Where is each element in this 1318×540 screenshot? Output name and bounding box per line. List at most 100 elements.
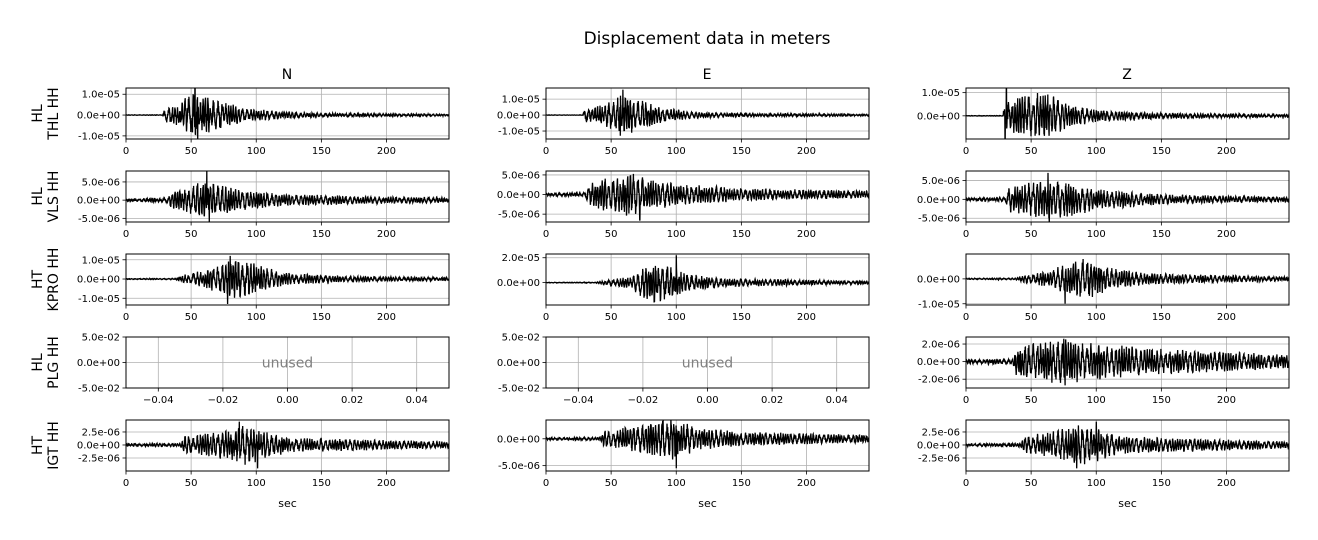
x-tick-label: 0.00 xyxy=(696,395,718,406)
x-tick-label: 50 xyxy=(1025,478,1038,489)
panel-frame xyxy=(965,419,1290,472)
x-tick-label: 150 xyxy=(1152,229,1171,240)
x-tick-label: 50 xyxy=(185,312,198,323)
x-tick-label: 0 xyxy=(543,312,549,323)
x-tick-label: 200 xyxy=(1217,312,1236,323)
y-tick-label: 2.0e-06 xyxy=(922,340,960,351)
waveform-trace xyxy=(546,420,869,469)
row-label: HT IGT HH xyxy=(30,421,62,470)
x-tick-label: 0.00 xyxy=(276,395,298,406)
x-tick-label: −0.04 xyxy=(143,395,174,406)
y-tick-label: 0.0e+00 xyxy=(77,358,120,369)
panel-frame xyxy=(125,170,450,223)
panel-frame xyxy=(965,87,1290,140)
row-label: HL VLS HH xyxy=(30,171,62,223)
y-tick-label: 0.0e+00 xyxy=(77,440,120,451)
x-tick-label: 150 xyxy=(732,312,751,323)
x-tick-label: 150 xyxy=(312,312,331,323)
y-tick-label: -2.0e-06 xyxy=(918,375,960,386)
y-tick-label: -1.0e-05 xyxy=(498,127,540,138)
y-tick-label: 0.0e+00 xyxy=(497,434,540,445)
x-tick-label: 200 xyxy=(1217,395,1236,406)
x-tick-label: 0.02 xyxy=(761,395,783,406)
panel-e: 0 50 100 150 200 1.0e-05 0.0e+00 -1.0e-05 xyxy=(497,87,870,157)
panel-frame xyxy=(965,336,1290,389)
panel-frame xyxy=(125,87,450,140)
x-tick-label: 150 xyxy=(732,478,751,489)
x-tick-label: 100 xyxy=(1087,312,1106,323)
figure-title: Displacement data in meters xyxy=(584,29,831,49)
y-tick-label: 0.0e+00 xyxy=(497,111,540,122)
unused-label: unused xyxy=(262,356,313,372)
panel-frame xyxy=(545,87,870,140)
panel-z: 0 50 100 150 200 2.5e-06 0.0e+00 -2.5e-06 sec xyxy=(917,419,1290,510)
y-tick-label: -1.0e-05 xyxy=(78,294,120,305)
x-tick-label: 150 xyxy=(1152,478,1171,489)
panel-frame xyxy=(125,419,450,472)
row-label-line: HL xyxy=(30,187,46,206)
x-tick-label: 150 xyxy=(1152,395,1171,406)
y-tick-label: 1.0e-05 xyxy=(82,90,120,101)
x-tick-label: 0 xyxy=(963,395,969,406)
panel-z: 0 50 100 150 200 0.0e+00 -1.0e-05 xyxy=(917,253,1290,323)
y-tick-label: -5.0e-02 xyxy=(498,384,540,395)
panel-e: 0 50 100 150 200 0.0e+00 -5.0e-06 sec xyxy=(497,419,870,510)
y-tick-label: 0.0e+00 xyxy=(497,190,540,201)
row-label-line: THL HH xyxy=(46,87,62,140)
panel-e: unused −0.04 −0.02 0.00 0.02 0.04 5.0e-02 0.0e+… xyxy=(497,333,870,406)
y-tick-label: 0.0e+00 xyxy=(917,111,960,122)
waveform-trace xyxy=(126,255,449,305)
panel-z: 0 50 100 150 200 5.0e-06 0.0e+00 -5.0e-06 xyxy=(917,170,1290,240)
x-tick-label: 200 xyxy=(377,229,396,240)
waveform-trace xyxy=(126,171,449,222)
x-tick-label: 150 xyxy=(732,229,751,240)
waveform-trace xyxy=(966,88,1289,139)
x-tick-label: 0 xyxy=(543,146,549,157)
x-tick-label: −0.02 xyxy=(628,395,659,406)
x-tick-label: 0.04 xyxy=(826,395,848,406)
panel-frame xyxy=(965,253,1290,306)
x-tick-label: 200 xyxy=(377,478,396,489)
y-tick-label: 0.0e+00 xyxy=(917,440,960,451)
row-label-line: HL xyxy=(30,104,46,123)
waveform-trace xyxy=(126,88,449,139)
y-tick-label: -5.0e-06 xyxy=(918,214,960,225)
x-axis-label: sec xyxy=(278,497,297,510)
row-label-line: HT xyxy=(30,436,46,456)
panel-frame xyxy=(545,170,870,223)
panel-frame xyxy=(125,253,450,306)
panel-e: 0 50 100 150 200 2.0e-05 0.0e+00 xyxy=(497,253,870,323)
panel-z: 0 50 100 150 200 1.0e-05 0.0e+00 xyxy=(917,87,1290,157)
y-tick-label: 5.0e-06 xyxy=(502,170,540,181)
x-tick-label: 50 xyxy=(1025,312,1038,323)
x-tick-label: 50 xyxy=(185,478,198,489)
x-tick-label: 50 xyxy=(185,146,198,157)
x-tick-label: 200 xyxy=(797,478,816,489)
x-tick-label: 150 xyxy=(312,478,331,489)
x-tick-label: 200 xyxy=(1217,146,1236,157)
x-tick-label: 0 xyxy=(963,312,969,323)
x-tick-label: 100 xyxy=(247,229,266,240)
x-tick-label: 0 xyxy=(543,478,549,489)
panel-frame xyxy=(545,419,870,472)
x-tick-label: 200 xyxy=(377,146,396,157)
y-tick-label: -5.0e-06 xyxy=(78,214,120,225)
panel-n: 0 50 100 150 200 5.0e-06 0.0e+00 -5.0e-06 xyxy=(77,170,450,240)
x-tick-label: 100 xyxy=(247,146,266,157)
y-tick-label: -5.0e-06 xyxy=(498,461,540,472)
waveform-trace xyxy=(546,173,869,221)
x-axis-label: sec xyxy=(1118,497,1137,510)
x-tick-label: 50 xyxy=(185,229,198,240)
y-tick-label: -1.0e-05 xyxy=(78,131,120,142)
x-tick-label: 100 xyxy=(1087,478,1106,489)
x-tick-label: 100 xyxy=(1087,395,1106,406)
y-tick-label: 0.0e+00 xyxy=(77,196,120,207)
waveform-trace xyxy=(966,258,1289,304)
x-axis-label: sec xyxy=(698,497,717,510)
waveform-trace xyxy=(966,172,1289,222)
x-tick-label: 200 xyxy=(797,229,816,240)
x-tick-label: 150 xyxy=(1152,146,1171,157)
x-tick-label: 150 xyxy=(312,229,331,240)
panel-n: 0 50 100 150 200 1.0e-05 0.0e+00 -1.0e-05 xyxy=(77,87,450,157)
